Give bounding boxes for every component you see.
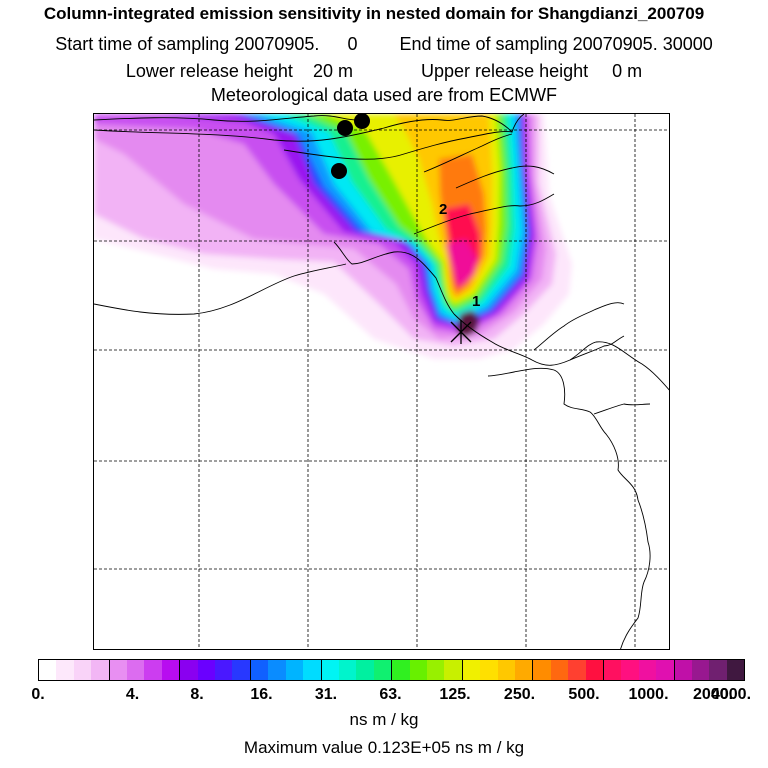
colorbar-swatch [514, 660, 534, 680]
station-dot [354, 114, 370, 129]
colorbar-tick-label: 250. [503, 686, 536, 703]
colorbar-tick-label: 16. [250, 686, 273, 703]
maximum-value: Maximum value 0.123E+05 ns m / kg [0, 738, 768, 758]
colorbar-swatch [585, 660, 604, 680]
station-dot [331, 163, 347, 179]
colorbar-tick-label: 63. [379, 686, 402, 703]
met-data-source: Meteorological data used are from ECMWF [210, 85, 558, 105]
colorbar-swatch [709, 660, 727, 680]
map-title: Column-integrated emission sensitivity i… [43, 4, 705, 23]
sampling-times: Start time of sampling 20070905. 0 End t… [0, 34, 768, 55]
upper-value: 0 m [612, 61, 643, 81]
colorbar-swatch [621, 660, 639, 680]
colorbar-swatch [638, 660, 657, 680]
colorbar-tick-label: 500. [568, 686, 600, 703]
colorbar-swatch [373, 660, 393, 680]
colorbar [38, 659, 745, 681]
colorbar-swatch [497, 660, 515, 680]
colorbar-swatch [426, 660, 445, 680]
colorbar-unit: ns m / kg [349, 710, 419, 729]
colorbar-swatch [692, 660, 710, 680]
colorbar-swatch [303, 660, 322, 680]
colorbar-swatch [462, 660, 481, 680]
colorbar-swatch [604, 660, 622, 680]
colorbar-tick-label: 8. [190, 686, 204, 703]
colorbar-swatch [550, 660, 569, 680]
max-label: Maximum value [243, 738, 363, 757]
colorbar-tick-label: 0. [31, 686, 45, 703]
receptor-sites: 1 2 [331, 114, 480, 344]
station-dot [337, 120, 353, 136]
colorbar-swatch [180, 660, 198, 680]
colorbar-tick-label: 1000. [628, 686, 669, 703]
colorbar-swatch [356, 660, 374, 680]
colorbar-swatch [656, 660, 675, 680]
colorbar-swatch [444, 660, 463, 680]
release-heights: Lower release height 20 m Upper release … [0, 61, 768, 82]
lower-label: Lower release height [125, 61, 293, 81]
colorbar-swatch [533, 660, 551, 680]
colorbar-swatch [250, 660, 269, 680]
colorbar-swatch [674, 660, 693, 680]
colorbar-swatch [568, 660, 586, 680]
contour-level-15 [446, 239, 477, 286]
end-label: End time of sampling [399, 34, 568, 54]
trajectory-marker-1: 1 [472, 293, 480, 310]
map-canvas: 1 2 [94, 114, 669, 649]
colorbar-swatch [161, 660, 181, 680]
colorbar-swatch [144, 660, 162, 680]
colorbar-swatch [127, 660, 145, 680]
colorbar-swatch [197, 660, 216, 680]
lower-value: 20 m [312, 61, 353, 81]
map-panel: 1 2 [93, 113, 670, 650]
sensitivity-field [94, 114, 572, 359]
colorbar-swatch [39, 660, 57, 680]
colorbar-tick-label: 125. [439, 686, 471, 703]
end-value: 20070905. 30000 [572, 34, 713, 54]
coastlines-borders [94, 114, 669, 649]
colorbar-swatch [480, 660, 498, 680]
colorbar-tick-label: 4000. [710, 686, 752, 703]
colorbar-swatch [215, 660, 233, 680]
release-point-marker [450, 320, 472, 344]
trajectory-marker-2: 2 [439, 201, 447, 218]
colorbar-swatch [232, 660, 251, 680]
colorbar-swatch [392, 660, 410, 680]
colorbar-swatch [409, 660, 427, 680]
start-value: 20070905. [234, 34, 320, 54]
start-label: Start time of sampling [55, 34, 230, 54]
colorbar-swatch [726, 660, 745, 680]
colorbar-swatch [268, 660, 286, 680]
colorbar-swatch [321, 660, 339, 680]
upper-label: Upper release height [421, 61, 589, 81]
colorbar-tick-label: 31. [314, 686, 338, 703]
colorbar-tick-label: 4. [125, 686, 140, 703]
lat-lon-grid [94, 114, 669, 649]
start-time: 0 [347, 34, 358, 54]
colorbar-swatch [285, 660, 304, 680]
max-value: 0.123E+05 ns m / kg [367, 738, 525, 757]
colorbar-swatch [73, 660, 92, 680]
colorbar-swatch [91, 660, 110, 680]
colorbar-swatch [338, 660, 357, 680]
colorbar-swatch [56, 660, 74, 680]
colorbar-tick-label: 2000. [692, 686, 734, 703]
colorbar-swatch [109, 660, 128, 680]
